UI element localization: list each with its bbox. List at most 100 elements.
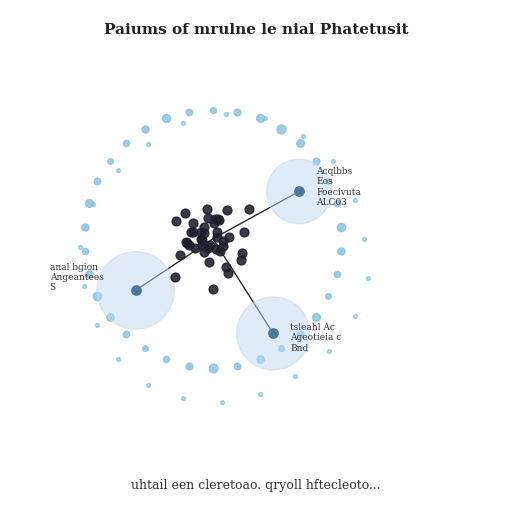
Point <box>172 217 180 225</box>
Point <box>206 241 215 249</box>
Point <box>325 177 333 185</box>
Point <box>337 247 346 255</box>
Circle shape <box>237 297 310 370</box>
Point <box>333 270 341 278</box>
Point <box>114 166 122 174</box>
Point <box>239 249 247 257</box>
Point <box>93 321 101 329</box>
Point <box>222 110 230 118</box>
Point <box>85 270 93 278</box>
Point <box>200 223 208 231</box>
Point <box>198 236 206 244</box>
Point <box>185 361 194 370</box>
Point <box>144 140 153 148</box>
Point <box>215 216 223 224</box>
Point <box>325 347 333 355</box>
Point <box>141 125 149 133</box>
Point <box>219 237 227 245</box>
Point <box>295 187 303 196</box>
Point <box>162 114 170 122</box>
Text: tsleahl Ac
Ageotieia c
Bnd: tsleahl Ac Ageotieia c Bnd <box>290 323 342 353</box>
Point <box>197 228 205 236</box>
Point <box>351 312 359 321</box>
Point <box>204 244 212 252</box>
Point <box>351 196 359 204</box>
Point <box>198 241 206 249</box>
Point <box>225 233 233 241</box>
Text: Acqlbbs
Eos
Foecivuta
ALC03: Acqlbbs Eos Foecivuta ALC03 <box>316 167 361 207</box>
Point <box>216 247 224 255</box>
Point <box>299 132 307 140</box>
Point <box>197 236 205 244</box>
Point <box>144 381 153 389</box>
Point <box>189 228 198 237</box>
Point <box>132 286 140 294</box>
Point <box>85 199 93 207</box>
Point <box>200 228 208 237</box>
Point <box>208 285 217 293</box>
Point <box>162 355 170 363</box>
Point <box>89 200 97 208</box>
Point <box>93 177 101 185</box>
Point <box>80 223 89 231</box>
Point <box>185 241 194 249</box>
Point <box>333 199 341 207</box>
Point <box>203 205 211 213</box>
Point <box>209 105 217 114</box>
Point <box>141 345 149 353</box>
Point <box>337 223 346 231</box>
Point <box>211 215 219 223</box>
Text: Paiums of mrulne le nial Phatetusit: Paiums of mrulne le nial Phatetusit <box>104 23 408 37</box>
Text: uhtail een cleretoao. qryoll hftecleoto...: uhtail een cleretoao. qryoll hftecleoto.… <box>131 479 381 492</box>
Point <box>221 263 229 271</box>
Point <box>232 361 241 370</box>
Point <box>237 256 245 264</box>
Point <box>76 243 84 251</box>
Point <box>183 239 191 247</box>
Circle shape <box>267 159 331 224</box>
Point <box>256 390 264 398</box>
Point <box>210 219 219 227</box>
Point <box>204 258 212 266</box>
Point <box>312 312 320 321</box>
Point <box>181 208 189 217</box>
Point <box>325 292 333 301</box>
Point <box>171 273 179 282</box>
Point <box>212 228 221 236</box>
Point <box>114 355 122 364</box>
Point <box>240 228 248 236</box>
Point <box>214 215 222 223</box>
Point <box>93 292 101 301</box>
Point <box>359 234 368 243</box>
Point <box>277 345 285 353</box>
Point <box>80 282 88 290</box>
Point <box>200 248 208 256</box>
Text: anal bgion
Angeantees
S: anal bgion Angeantees S <box>50 263 103 292</box>
Point <box>106 312 114 321</box>
Point <box>364 273 372 282</box>
Point <box>179 394 187 402</box>
Point <box>209 364 217 372</box>
Point <box>80 247 89 255</box>
Point <box>182 238 190 246</box>
Point <box>291 372 299 380</box>
Point <box>329 157 337 165</box>
Circle shape <box>97 252 174 329</box>
Point <box>220 242 228 250</box>
Point <box>232 108 241 116</box>
Point <box>245 204 253 212</box>
Point <box>204 214 212 222</box>
Point <box>122 139 130 147</box>
Point <box>261 114 269 122</box>
Point <box>185 108 194 116</box>
Point <box>218 398 226 407</box>
Point <box>179 119 187 127</box>
Point <box>223 206 231 215</box>
Point <box>296 139 304 147</box>
Point <box>212 245 220 253</box>
Point <box>296 330 304 338</box>
Point <box>277 125 285 133</box>
Point <box>188 219 197 227</box>
Point <box>224 269 232 277</box>
Point <box>255 355 264 363</box>
